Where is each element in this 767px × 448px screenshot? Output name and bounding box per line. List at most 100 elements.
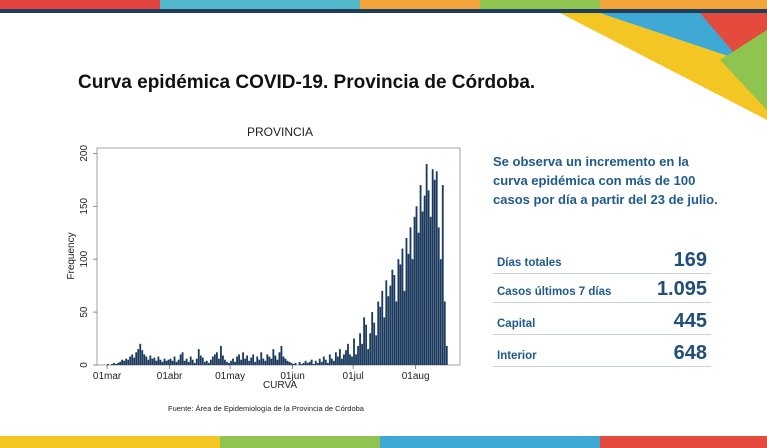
bar <box>401 248 404 365</box>
bar <box>187 361 190 365</box>
bar <box>171 360 174 365</box>
bar <box>193 362 196 365</box>
bar <box>220 345 222 365</box>
bar <box>328 354 331 365</box>
bar <box>266 354 269 365</box>
bar <box>397 259 400 365</box>
bar <box>242 352 245 365</box>
bar <box>361 343 363 365</box>
bar <box>332 360 335 365</box>
bar <box>302 362 305 365</box>
bar <box>201 357 204 365</box>
bar <box>280 345 283 365</box>
bar <box>341 358 343 365</box>
bar <box>115 363 117 365</box>
y-tick-label: 50 <box>79 306 90 318</box>
bar <box>320 361 323 365</box>
x-axis-label: CURVA <box>263 380 297 391</box>
bar <box>445 345 448 365</box>
bar <box>419 185 422 365</box>
bar <box>161 361 164 365</box>
bar <box>377 301 380 365</box>
bar <box>286 360 289 365</box>
bar <box>107 363 109 365</box>
bar <box>191 359 194 365</box>
bar <box>375 335 378 365</box>
bar <box>207 362 210 365</box>
stat-label: Capital <box>497 318 536 330</box>
bar <box>127 359 130 365</box>
y-tick-label: 150 <box>79 197 90 214</box>
bar <box>234 361 236 365</box>
bar <box>433 179 436 365</box>
bar <box>209 359 212 365</box>
bar <box>260 352 263 365</box>
bar <box>439 259 442 365</box>
bar <box>349 354 351 365</box>
bar <box>383 317 386 365</box>
bar <box>407 253 410 365</box>
bar <box>288 361 291 365</box>
bar <box>343 354 345 365</box>
y-axis-label: Frequency <box>66 232 77 279</box>
bar <box>117 362 119 365</box>
bar <box>123 360 126 365</box>
bar <box>379 306 382 365</box>
bar <box>385 280 388 365</box>
bar <box>246 355 249 365</box>
bar <box>318 358 321 365</box>
bar <box>153 357 156 365</box>
bar <box>175 361 178 365</box>
bar <box>137 349 140 365</box>
bar <box>294 362 297 365</box>
bar <box>300 363 303 365</box>
bar <box>290 362 293 365</box>
bar <box>278 352 281 365</box>
bar <box>312 363 315 365</box>
bar <box>351 356 353 365</box>
bar <box>224 359 226 365</box>
bar <box>355 354 357 365</box>
bar <box>437 227 440 365</box>
bar <box>363 317 366 365</box>
bar <box>326 362 329 365</box>
summary: Se observa un incremento en la curva epi… <box>493 154 718 207</box>
bar <box>199 355 202 365</box>
bar <box>395 301 398 365</box>
bar <box>195 358 198 365</box>
bar <box>143 354 146 365</box>
y-tick-label: 200 <box>79 145 90 162</box>
stat-row: Capital 445 <box>493 306 711 335</box>
bar <box>218 358 220 365</box>
bar <box>381 290 384 365</box>
bar <box>415 206 418 365</box>
bar <box>189 356 192 365</box>
bar <box>139 343 142 365</box>
bar <box>197 349 200 365</box>
bar <box>353 338 355 365</box>
bar <box>339 349 341 365</box>
bar <box>441 185 444 365</box>
bar <box>244 358 247 365</box>
bar <box>133 357 136 365</box>
bar <box>205 360 208 365</box>
bar <box>240 359 242 365</box>
bar <box>211 356 214 365</box>
bar <box>399 264 402 365</box>
stat-value: 1.095 <box>656 278 707 300</box>
bar <box>113 362 115 365</box>
bar <box>423 195 426 365</box>
bar <box>435 171 438 365</box>
stat-label: Casos últimos 7 días <box>497 286 612 298</box>
chart-title: PROVINCIA <box>247 125 313 139</box>
bar <box>274 355 277 365</box>
bar <box>357 345 359 365</box>
bar <box>215 352 218 365</box>
bar <box>403 290 406 365</box>
bar <box>282 356 285 365</box>
source: Fuente: Área de Epidemiología de la Prov… <box>168 404 364 413</box>
stat-row: Interior 648 <box>493 338 711 367</box>
